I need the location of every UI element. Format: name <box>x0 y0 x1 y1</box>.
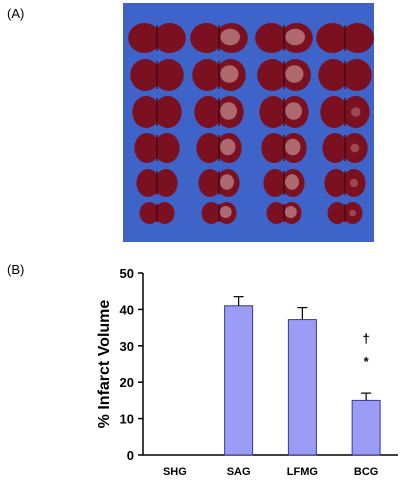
brain-slice <box>128 23 186 53</box>
category-label: BCG <box>354 466 378 478</box>
brain-slice <box>134 133 180 163</box>
y-tick-label: 0 <box>127 448 134 463</box>
y-tick-label: 50 <box>120 266 134 281</box>
bar-sag <box>224 305 254 456</box>
panel-a-label: (A) <box>7 6 25 21</box>
brain-slice <box>318 59 372 91</box>
infarct-volume-chart: 0 10 20 30 40 50 % Infarct Volume SHG SAG LFMG BCG… <box>96 266 398 478</box>
brain-slice <box>139 202 175 224</box>
significance-marker: † <box>363 331 370 346</box>
bar-lfmg <box>287 319 317 456</box>
significance-marker: * <box>364 354 370 369</box>
y-tick-label: 40 <box>120 302 134 317</box>
brain-slice <box>320 96 370 128</box>
brain-slice <box>327 202 363 224</box>
bar-bcg <box>351 399 381 456</box>
y-tick-label: 10 <box>120 412 134 427</box>
y-tick-label: 30 <box>120 339 134 354</box>
brain-slice <box>192 59 246 91</box>
category-label: SAG <box>227 466 251 478</box>
category-label: LFMG <box>287 466 318 478</box>
brain-slice <box>255 23 313 53</box>
brain-slice <box>201 202 237 224</box>
brain-slice <box>130 59 184 91</box>
brain-slice <box>263 169 305 197</box>
y-tick-label: 20 <box>120 375 134 390</box>
brain-slice <box>194 96 244 128</box>
brain-slice <box>132 96 182 128</box>
brain-slice <box>259 96 309 128</box>
category-label: SHG <box>163 466 187 478</box>
brain-slice <box>190 23 248 53</box>
brain-slice <box>196 133 242 163</box>
brain-slice <box>322 133 368 163</box>
brain-slice <box>266 202 302 224</box>
brain-slice <box>136 169 178 197</box>
brain-slices-photo <box>123 3 374 242</box>
brain-slice <box>257 59 311 91</box>
brain-slice <box>316 23 374 53</box>
panel-b-label: (B) <box>7 262 25 277</box>
brain-slice <box>324 169 366 197</box>
brain-slice <box>261 133 307 163</box>
y-axis-title: % Infarct Volume <box>96 300 113 429</box>
brain-slice <box>198 169 240 197</box>
